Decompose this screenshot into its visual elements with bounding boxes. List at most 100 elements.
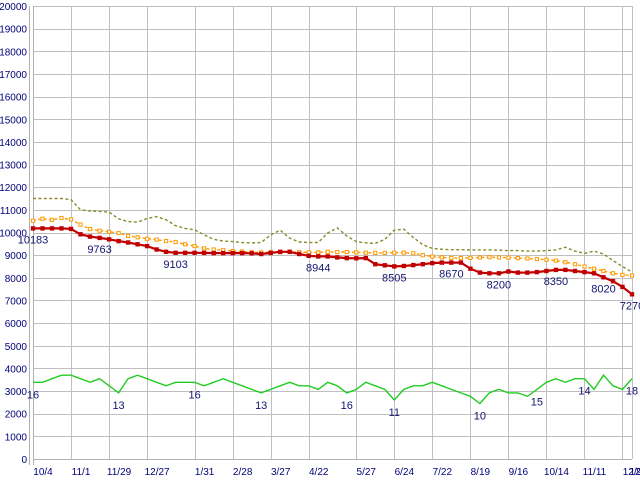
data-point-marker xyxy=(183,242,188,247)
y-axis-tick-label: 14000 xyxy=(0,138,27,149)
data-point-marker xyxy=(68,226,74,232)
data-point-marker xyxy=(525,256,530,261)
data-point-marker xyxy=(335,249,340,255)
x-axis-tick-label: 12/9 xyxy=(623,467,640,478)
data-point-marker xyxy=(211,250,216,256)
y-axis-tick-label: 11000 xyxy=(0,206,27,217)
data-point-value-label: 18 xyxy=(626,386,638,398)
data-point-marker xyxy=(382,250,387,256)
x-axis-tick-label: 6/24 xyxy=(395,467,415,478)
data-point-marker xyxy=(164,239,169,244)
y-axis-tick-label: 10000 xyxy=(0,229,27,240)
data-point-marker xyxy=(430,260,435,266)
data-point-marker xyxy=(439,255,444,260)
data-point-marker xyxy=(506,269,511,274)
data-point-marker xyxy=(430,254,435,259)
x-axis-tick-label: 8/19 xyxy=(471,467,491,478)
x-axis-tick-label: 7/22 xyxy=(433,467,453,478)
data-point-value-label: 7270 xyxy=(620,300,640,312)
data-point-marker xyxy=(477,270,483,275)
data-point-marker xyxy=(477,255,482,260)
data-point-marker xyxy=(534,269,540,275)
data-point-marker xyxy=(144,243,150,249)
data-point-marker xyxy=(487,255,492,260)
data-point-value-label: 13 xyxy=(255,400,267,412)
x-axis-tick-label: 3/27 xyxy=(271,467,291,478)
data-point-marker xyxy=(316,250,321,255)
data-point-marker xyxy=(458,256,463,261)
x-axis-tick-label: 11/1 xyxy=(72,467,91,478)
data-point-marker xyxy=(373,250,378,256)
data-point-marker xyxy=(601,275,606,280)
data-point-marker xyxy=(278,249,283,255)
x-axis-tick-label: 11/29 xyxy=(107,467,132,478)
data-point-marker xyxy=(354,256,359,261)
data-point-marker xyxy=(591,271,597,276)
data-point-value-label: 11 xyxy=(389,407,400,419)
series-line-mid-band xyxy=(32,217,633,277)
data-point-marker xyxy=(401,263,407,269)
data-point-value-label: 14 xyxy=(578,386,590,398)
data-point-marker xyxy=(392,264,397,269)
data-point-marker xyxy=(506,255,511,260)
data-point-marker xyxy=(458,260,464,265)
data-point-marker xyxy=(87,234,93,239)
data-point-marker xyxy=(182,250,188,256)
data-point-marker xyxy=(173,239,178,245)
data-point-value-label: 8670 xyxy=(439,269,463,281)
x-axis-tick-label: 10/4 xyxy=(33,467,53,478)
data-point-marker xyxy=(496,271,502,276)
data-point-marker xyxy=(335,255,340,260)
grid-lines xyxy=(33,6,633,460)
data-point-marker xyxy=(439,260,445,265)
data-point-marker xyxy=(563,260,568,265)
data-point-marker xyxy=(572,268,578,274)
data-point-marker xyxy=(354,250,359,255)
data-point-marker xyxy=(544,257,549,262)
data-point-marker xyxy=(211,247,216,252)
data-point-marker xyxy=(363,255,369,261)
data-point-marker xyxy=(40,216,45,221)
data-point-marker xyxy=(201,250,207,256)
data-point-marker xyxy=(316,254,321,259)
y-axis-tick-label: 6000 xyxy=(5,319,28,330)
data-point-value-label: 8200 xyxy=(487,279,511,291)
data-point-marker xyxy=(582,264,587,269)
data-point-marker xyxy=(401,250,406,255)
data-point-marker xyxy=(411,262,416,268)
data-point-marker xyxy=(30,226,36,231)
data-point-marker xyxy=(392,250,397,255)
data-point-marker xyxy=(553,267,559,273)
data-point-marker xyxy=(582,269,587,275)
data-point-marker xyxy=(135,242,140,247)
data-point-marker xyxy=(325,249,330,254)
data-point-value-label: 8020 xyxy=(591,283,615,295)
data-point-marker xyxy=(515,256,520,261)
data-point-value-label: 8944 xyxy=(306,262,330,274)
data-point-marker xyxy=(534,256,539,262)
x-axis-tick-label: 12/27 xyxy=(145,467,170,478)
data-point-marker xyxy=(107,229,112,234)
y-axis-tick-label: 15000 xyxy=(0,115,27,126)
data-point-marker xyxy=(78,232,83,237)
y-axis-tick-labels: 0 1000 2000 3000 4000 5000 6000 7000 8000 9000 100… xyxy=(0,2,27,466)
y-axis-tick-label: 0 xyxy=(21,455,27,466)
data-point-value-label: 9103 xyxy=(163,259,187,271)
data-point-marker xyxy=(373,262,378,267)
y-axis-tick-label: 1000 xyxy=(5,432,28,443)
y-axis-tick-label: 8000 xyxy=(5,274,28,285)
data-point-value-label: 9763 xyxy=(87,244,111,256)
data-point-marker xyxy=(629,292,635,297)
x-axis-tick-label: 10/14 xyxy=(544,467,569,478)
x-axis-tick-label: 5/27 xyxy=(357,467,377,478)
data-point-value-label: 16 xyxy=(27,389,39,401)
data-point-marker xyxy=(106,237,112,242)
data-point-marker xyxy=(610,279,616,284)
y-axis-tick-label: 20000 xyxy=(0,2,27,13)
data-point-marker xyxy=(420,253,425,258)
data-point-marker xyxy=(145,236,150,241)
data-point-marker xyxy=(468,255,473,260)
data-point-marker xyxy=(553,258,558,263)
data-point-marker xyxy=(78,222,83,227)
